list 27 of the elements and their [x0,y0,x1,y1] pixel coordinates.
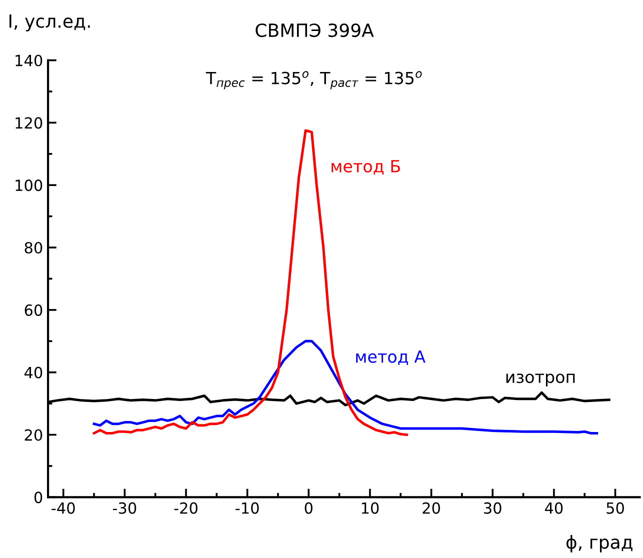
y-tick-label: 80 [24,242,42,254]
x-tick-label: 10 [362,502,379,514]
x-tick-label: 40 [544,502,563,514]
series-label: метод А [356,350,426,365]
series-label: изотроп [506,374,575,386]
x-tick-label: -10 [236,502,259,514]
y-tick-label: 100 [16,180,42,192]
chart-title: СВМПЭ 399А [256,23,374,38]
y-tick-label: 140 [16,54,42,66]
x-axis-title: ϕ, град [566,534,632,552]
y-tick-label: 0 [34,492,42,504]
x-tick-label: -40 [52,502,75,514]
y-axis-title: I, усл.ед. [9,14,90,32]
y-tick-label: 120 [16,117,42,129]
x-tick-label: -20 [174,502,198,514]
x-tick-label: 0 [304,502,312,514]
series-label: метод Б [332,160,400,175]
line-series [92,129,408,436]
line-series [92,340,598,434]
y-tick-label: 60 [24,304,42,316]
x-tick-label: 30 [484,502,502,514]
x-tick-label: 50 [606,502,624,514]
y-tick-label: 20 [24,429,42,441]
x-tick-label: 20 [422,502,440,514]
x-tick-label: -30 [112,502,136,514]
y-tick-label: 40 [24,366,42,378]
text: T$_{прес}$ = 135$^{о}$, T$_{раст}$ = 135$^{о}$ [206,71,422,90]
